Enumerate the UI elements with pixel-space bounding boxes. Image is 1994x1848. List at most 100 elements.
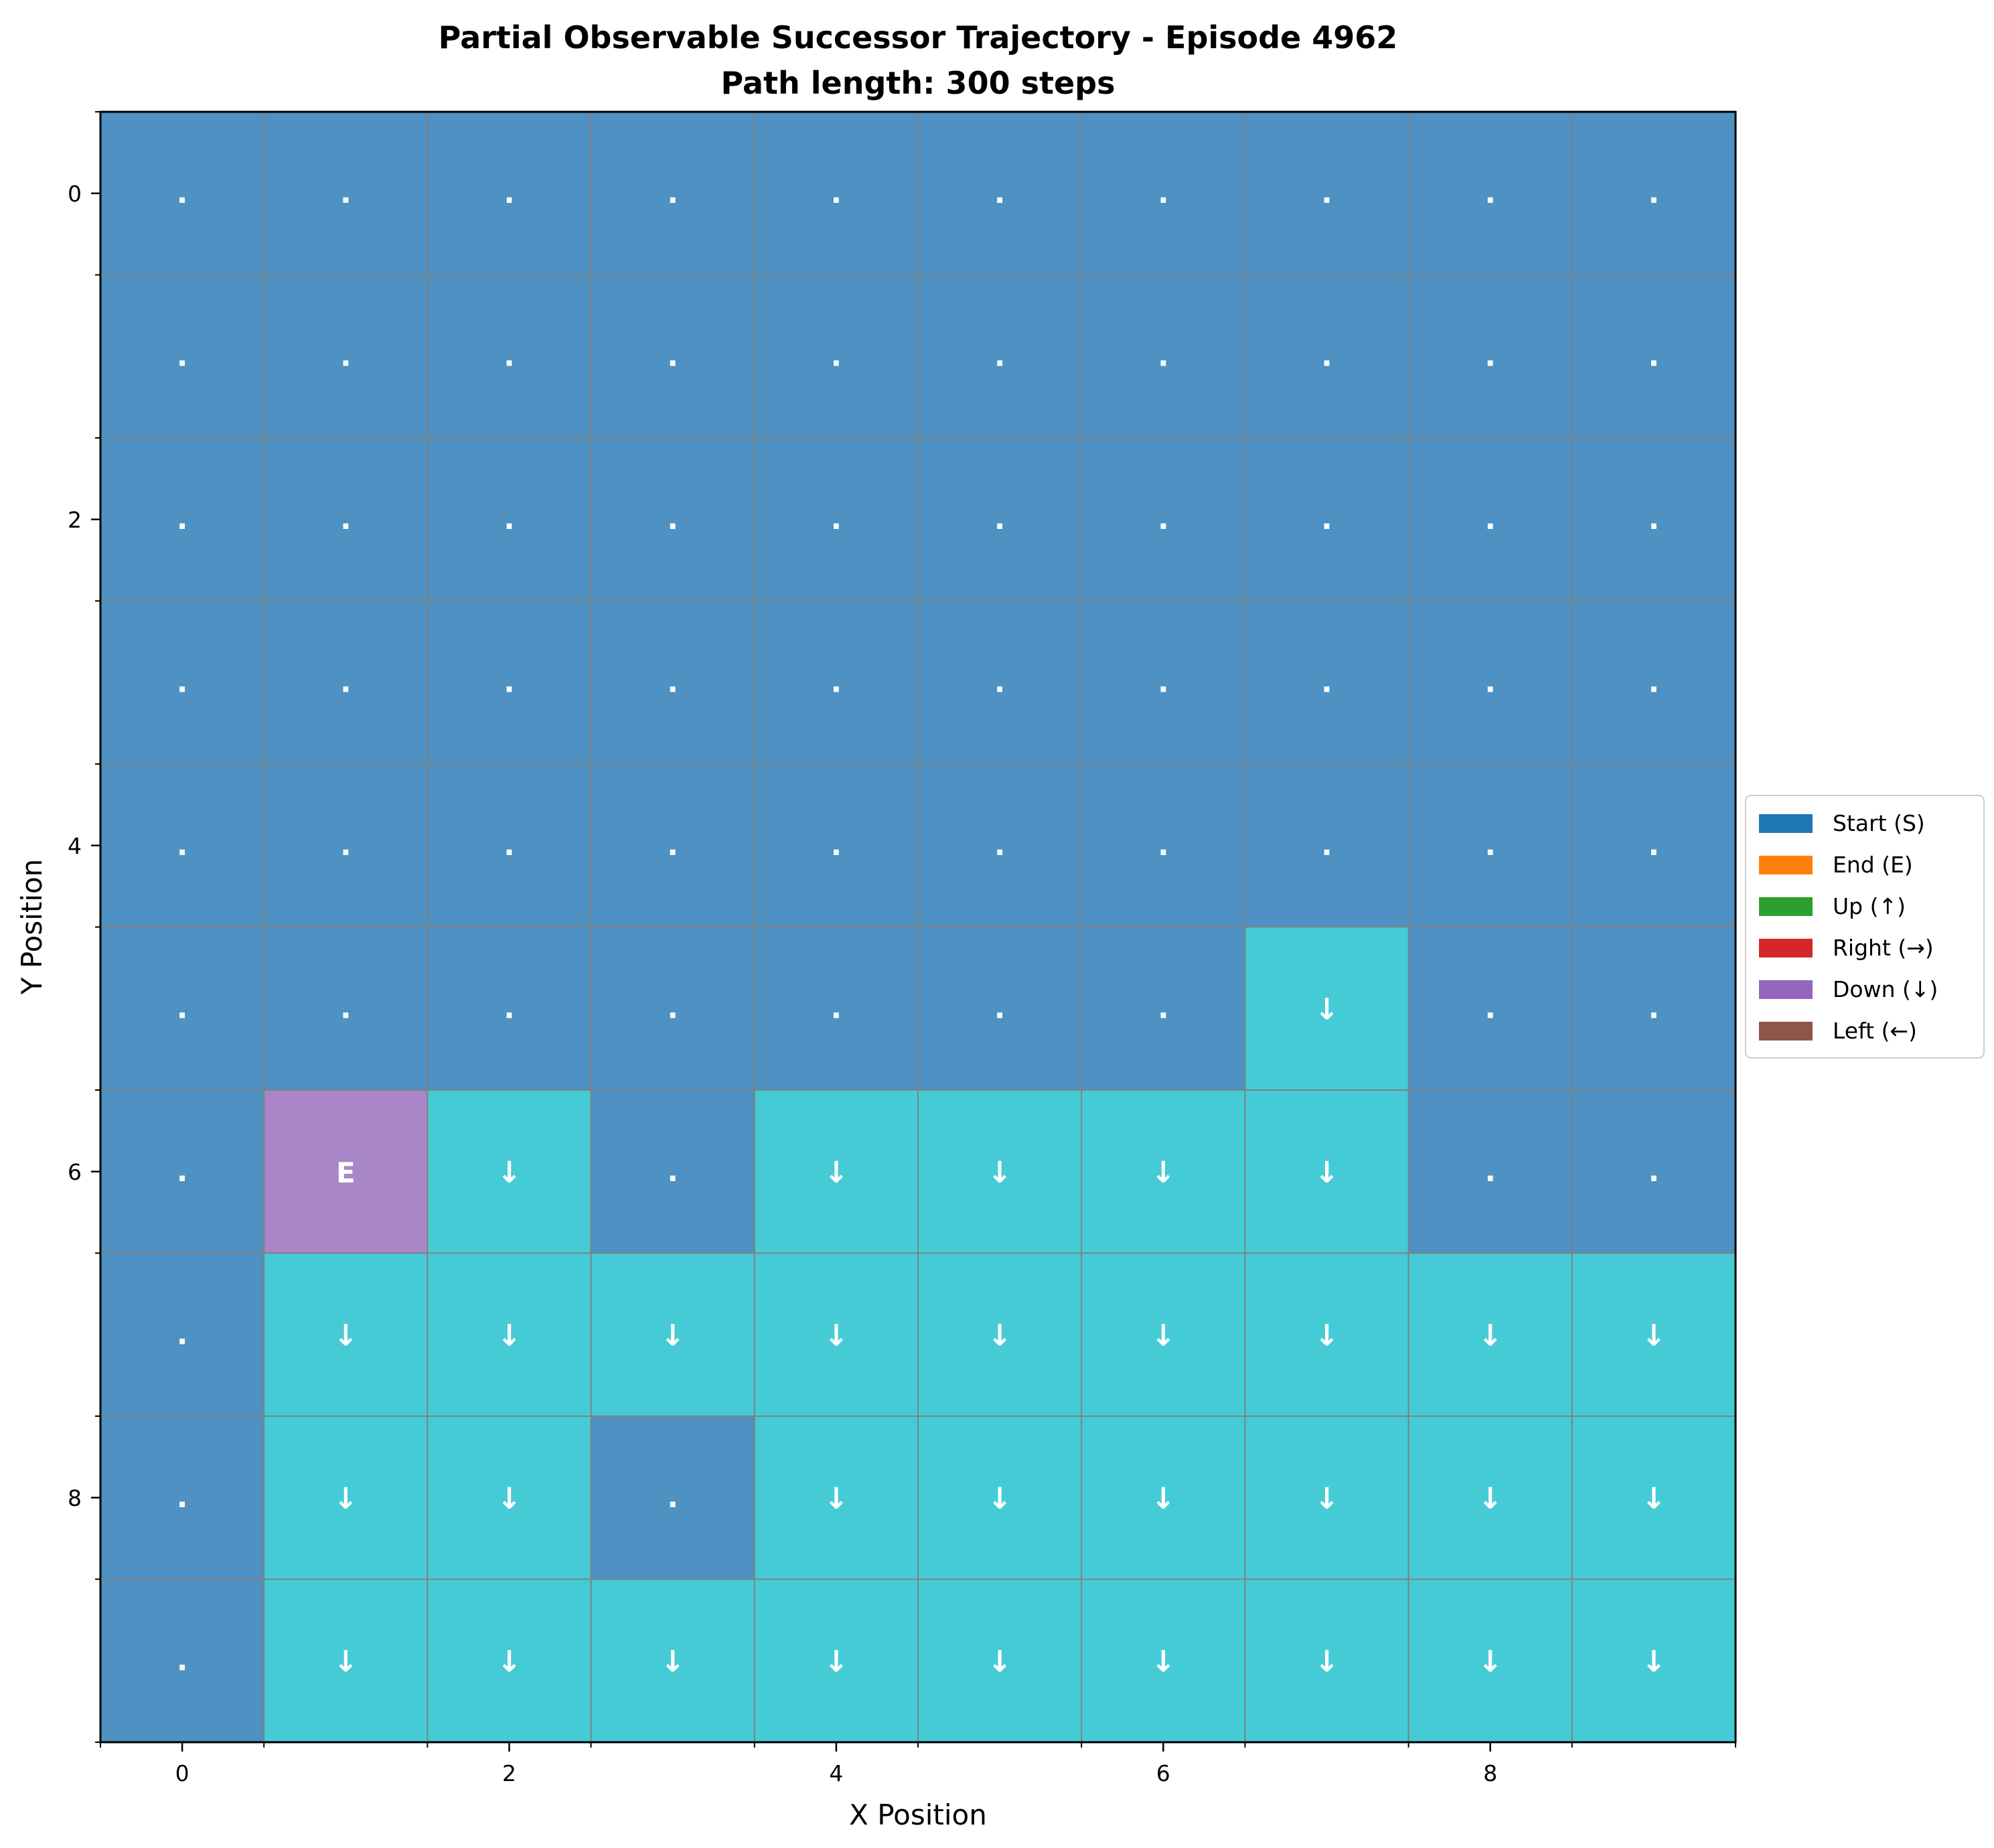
- empty-cell-marker: .: [177, 176, 188, 210]
- heatmap-cell: [264, 764, 428, 927]
- heatmap-cell: [754, 601, 919, 765]
- direction-arrow: ↓: [824, 1644, 848, 1679]
- empty-cell-marker: .: [994, 828, 1006, 862]
- empty-cell-marker: .: [1648, 828, 1660, 862]
- y-axis-ticks: 0 2 4 6 8: [68, 111, 100, 1743]
- empty-cell-marker: .: [177, 1154, 188, 1188]
- empty-cell-marker: .: [1321, 665, 1332, 699]
- heatmap-cell: [591, 601, 755, 765]
- heatmap-cell: [1081, 1090, 1245, 1253]
- empty-cell-marker: .: [667, 1480, 678, 1515]
- heatmap-cell: [918, 438, 1082, 601]
- heatmap-cell: [427, 438, 592, 601]
- heatmap-cell: [918, 1090, 1082, 1253]
- empty-cell-marker: .: [667, 665, 678, 699]
- direction-arrow: ↓: [497, 1318, 522, 1353]
- heatmap-cell: [918, 112, 1082, 275]
- empty-cell-marker: .: [1648, 991, 1660, 1025]
- heatmap-cell: [427, 1090, 592, 1253]
- y-tick-label: 2: [68, 507, 82, 533]
- heatmap-cell: [264, 1416, 428, 1580]
- heatmap-cell: [100, 601, 264, 765]
- empty-cell-marker: .: [1484, 339, 1496, 373]
- heatmap-cell: [754, 1579, 919, 1743]
- empty-cell-marker: .: [177, 1480, 188, 1515]
- x-tick-label: 6: [1156, 1760, 1170, 1786]
- heatmap-cell: [918, 275, 1082, 439]
- heatmap-cell: [754, 927, 919, 1091]
- heatmap-cell: [1081, 1253, 1245, 1417]
- legend-swatch: [1759, 856, 1813, 874]
- heatmap-cell: [591, 438, 755, 601]
- direction-arrow: ↓: [1641, 1644, 1666, 1679]
- legend-label: Down (↓): [1833, 976, 1938, 1002]
- heatmap-cell: [1081, 1416, 1245, 1580]
- empty-cell-marker: .: [831, 991, 842, 1025]
- heatmap-cell: [1408, 112, 1573, 275]
- empty-cell-marker: .: [831, 339, 842, 373]
- empty-cell-marker: .: [1158, 991, 1169, 1025]
- legend-label: End (E): [1833, 852, 1913, 878]
- direction-arrow: ↓: [497, 1156, 522, 1190]
- empty-cell-marker: .: [177, 828, 188, 862]
- direction-arrow: ↓: [1641, 1482, 1666, 1516]
- direction-arrow: ↓: [1151, 1644, 1176, 1679]
- heatmap-cell: [1245, 927, 1409, 1091]
- empty-cell-marker: .: [340, 991, 352, 1025]
- heatmap-cell: [264, 1090, 428, 1253]
- heatmap-cell: [591, 1253, 755, 1417]
- heatmap-cell: [100, 764, 264, 927]
- empty-cell-marker: .: [1648, 1154, 1660, 1188]
- direction-arrow: ↓: [1478, 1644, 1503, 1679]
- heatmap-cell: [427, 601, 592, 765]
- direction-arrow: ↓: [1314, 1318, 1339, 1353]
- x-tick-label: 2: [502, 1760, 516, 1786]
- empty-cell-marker: .: [667, 1154, 678, 1188]
- empty-cell-marker: .: [177, 339, 188, 373]
- direction-arrow: ↓: [824, 1482, 848, 1516]
- direction-arrow: ↓: [333, 1318, 358, 1353]
- x-tick-label: 4: [829, 1760, 843, 1786]
- heatmap-cell: [427, 1253, 592, 1417]
- x-tick-label: 8: [1483, 1760, 1497, 1786]
- heatmap-cell: [591, 1416, 755, 1580]
- empty-cell-marker: .: [1158, 502, 1169, 536]
- direction-arrow: ↓: [497, 1482, 522, 1516]
- heatmap-cell: [591, 1579, 755, 1743]
- heatmap-cell: [1245, 1253, 1409, 1417]
- heatmap-cell: [1081, 1579, 1245, 1743]
- legend-swatch: [1759, 939, 1813, 957]
- empty-cell-marker: .: [1484, 502, 1496, 536]
- heatmap-cell: [100, 1416, 264, 1580]
- heatmap-cell: [591, 112, 755, 275]
- empty-cell-marker: .: [504, 176, 515, 210]
- heatmap-cell: [754, 764, 919, 927]
- heatmap-cell: [754, 275, 919, 439]
- heatmap-cell: [1245, 1416, 1409, 1580]
- legend-swatch: [1759, 814, 1813, 833]
- heatmap-cell: [591, 764, 755, 927]
- direction-arrow: ↓: [1478, 1482, 1503, 1516]
- empty-cell-marker: .: [1158, 665, 1169, 699]
- empty-cell-marker: .: [504, 665, 515, 699]
- heatmap-cell: [264, 275, 428, 439]
- heatmap-cell: [918, 764, 1082, 927]
- heatmap-cell: [1408, 438, 1573, 601]
- empty-cell-marker: .: [1158, 828, 1169, 862]
- heatmap-cell: [754, 1416, 919, 1580]
- empty-cell-marker: .: [177, 502, 188, 536]
- heatmap-cell: [427, 1579, 592, 1743]
- heatmap-cell: [1081, 275, 1245, 439]
- heatmap-cell: [1571, 438, 1736, 601]
- empty-cell-marker: .: [994, 665, 1006, 699]
- direction-arrow: ↓: [988, 1318, 1012, 1353]
- heatmap-cell: [264, 1579, 428, 1743]
- heatmap-cell: [100, 275, 264, 439]
- empty-cell-marker: .: [1484, 1154, 1496, 1188]
- heatmap-cell: [427, 927, 592, 1091]
- direction-arrow: ↓: [1151, 1318, 1176, 1353]
- y-tick-label: 0: [68, 181, 82, 207]
- x-tick-label: 0: [175, 1760, 189, 1786]
- direction-arrow: ↓: [660, 1644, 685, 1679]
- heatmap-cell: [1245, 1090, 1409, 1253]
